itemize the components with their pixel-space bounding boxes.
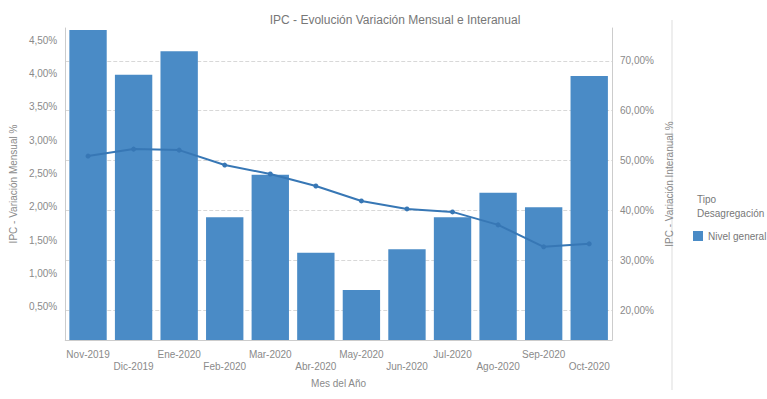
svg-text:1,50%: 1,50% <box>29 235 57 246</box>
svg-text:50,00%: 50,00% <box>620 155 654 166</box>
svg-text:Sep-2020: Sep-2020 <box>522 349 566 360</box>
svg-text:Tipo: Tipo <box>697 194 717 205</box>
svg-text:Abr-2020: Abr-2020 <box>295 361 337 372</box>
svg-text:2,00%: 2,00% <box>29 201 57 212</box>
svg-text:Oct-2020: Oct-2020 <box>569 361 611 372</box>
svg-text:Nov-2019: Nov-2019 <box>66 349 110 360</box>
svg-text:Jun-2020: Jun-2020 <box>386 361 428 372</box>
svg-text:4,00%: 4,00% <box>29 68 57 79</box>
svg-text:Feb-2020: Feb-2020 <box>203 361 246 372</box>
svg-text:Ago-2020: Ago-2020 <box>476 361 520 372</box>
svg-text:2,50%: 2,50% <box>29 168 57 179</box>
svg-text:Nivel general: Nivel general <box>708 231 766 242</box>
svg-text:IPC - Variación Interanual %: IPC - Variación Interanual % <box>664 121 675 247</box>
svg-text:60,00%: 60,00% <box>620 105 654 116</box>
svg-text:IPC - Variación Mensual %: IPC - Variación Mensual % <box>8 125 19 244</box>
svg-text:Mar-2020: Mar-2020 <box>249 349 292 360</box>
svg-text:20,00%: 20,00% <box>620 305 654 316</box>
svg-text:70,00%: 70,00% <box>620 55 654 66</box>
svg-text:Desagregación: Desagregación <box>697 208 764 219</box>
svg-text:Mes del Año: Mes del Año <box>311 378 366 389</box>
svg-text:3,00%: 3,00% <box>29 135 57 146</box>
svg-text:3,50%: 3,50% <box>29 101 57 112</box>
svg-text:May-2020: May-2020 <box>339 349 384 360</box>
svg-text:Ene-2020: Ene-2020 <box>157 349 201 360</box>
svg-text:IPC - Evolución Variación Mens: IPC - Evolución Variación Mensual e Inte… <box>270 13 521 27</box>
svg-text:Dic-2019: Dic-2019 <box>114 361 154 372</box>
svg-text:30,00%: 30,00% <box>620 255 654 266</box>
svg-text:Jul-2020: Jul-2020 <box>433 349 472 360</box>
svg-text:40,00%: 40,00% <box>620 205 654 216</box>
svg-text:1,00%: 1,00% <box>29 268 57 279</box>
svg-text:4,50%: 4,50% <box>29 35 57 46</box>
svg-text:0,50%: 0,50% <box>29 301 57 312</box>
